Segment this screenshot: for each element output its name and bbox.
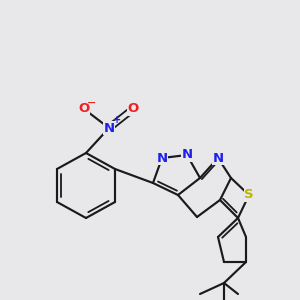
Text: O: O: [78, 103, 90, 116]
Text: −: −: [87, 98, 97, 108]
Text: N: N: [182, 148, 193, 161]
Text: O: O: [128, 103, 139, 116]
Text: +: +: [113, 115, 121, 125]
Text: S: S: [244, 188, 254, 202]
Text: N: N: [212, 152, 224, 164]
Text: N: N: [156, 152, 168, 164]
Text: N: N: [103, 122, 115, 134]
